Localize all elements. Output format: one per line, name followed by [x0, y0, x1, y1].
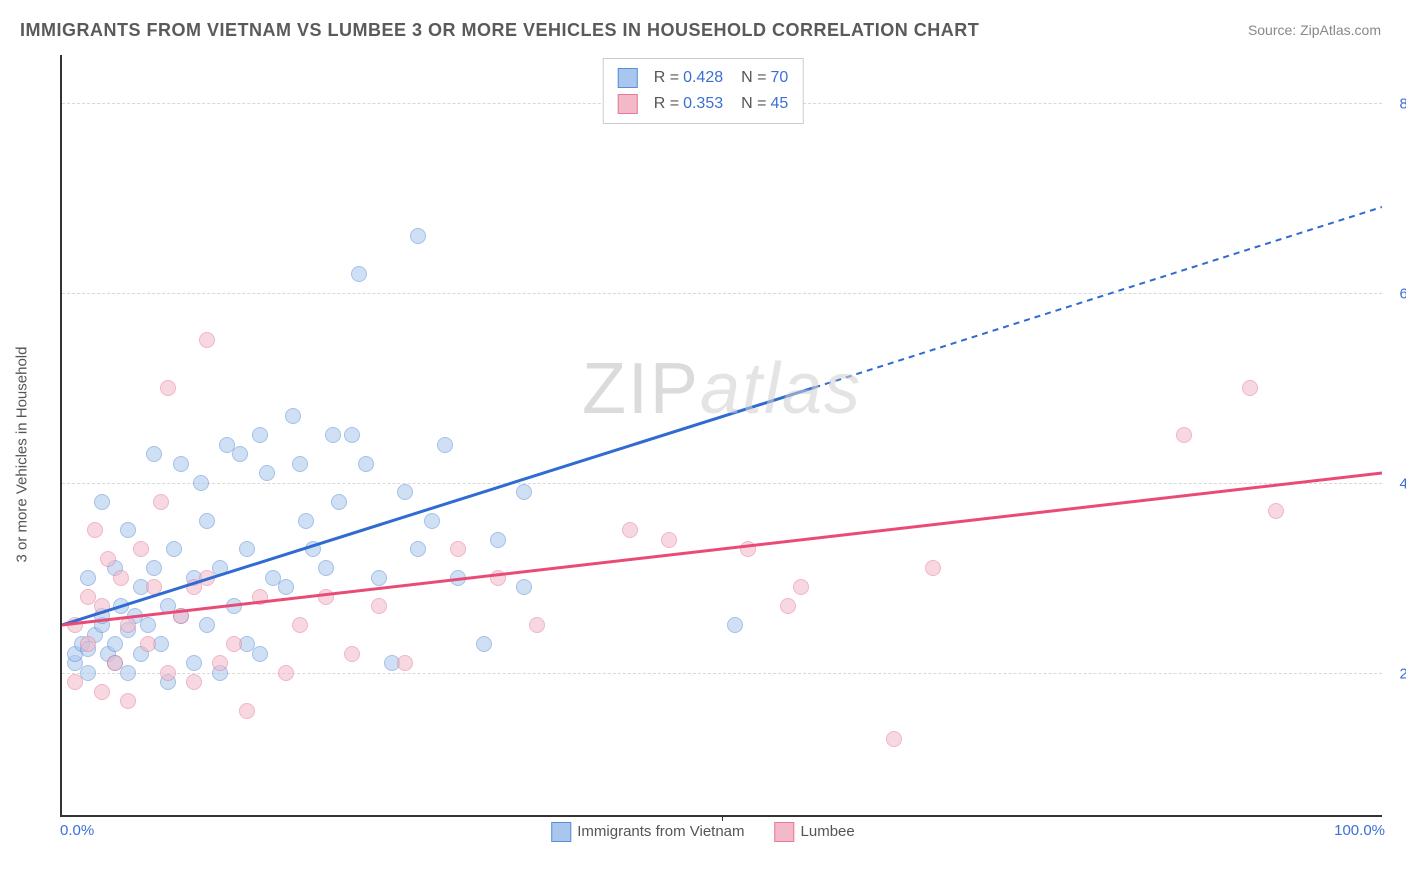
y-tick-label: 80.0%	[1399, 95, 1406, 112]
legend-label: Immigrants from Vietnam	[577, 823, 744, 840]
plot-area: 20.0%40.0%60.0%80.0% ZIPatlas	[60, 55, 1382, 817]
legend-swatch	[775, 822, 795, 842]
trend-lines	[62, 55, 1382, 815]
n-label: N =	[741, 69, 766, 86]
y-tick-label: 20.0%	[1399, 665, 1406, 682]
legend-stat-row: R =0.353 N =45	[618, 91, 789, 117]
y-axis-title: 3 or more Vehicles in Household	[14, 347, 31, 563]
legend-swatch	[618, 68, 638, 88]
n-value: 45	[770, 95, 788, 112]
r-label: R =	[654, 69, 679, 86]
y-tick-label: 40.0%	[1399, 475, 1406, 492]
n-label: N =	[741, 95, 766, 112]
r-label: R =	[654, 95, 679, 112]
legend-stats: R =0.428 N =70 R =0.353 N =45	[603, 58, 804, 124]
r-value: 0.428	[683, 69, 723, 86]
legend-bottom: Immigrants from Vietnam Lumbee	[551, 822, 855, 842]
x-min-label: 0.0%	[60, 822, 94, 839]
y-tick-label: 60.0%	[1399, 285, 1406, 302]
source-label: Source: ZipAtlas.com	[1248, 22, 1381, 38]
x-tick	[722, 815, 723, 821]
legend-swatch	[618, 94, 638, 114]
trend-line	[62, 473, 1382, 625]
trend-line	[62, 388, 814, 626]
legend-label: Lumbee	[801, 823, 855, 840]
r-value: 0.353	[683, 95, 723, 112]
legend-item: Immigrants from Vietnam	[551, 822, 744, 842]
trend-line-extrapolated	[814, 207, 1382, 388]
x-max-label: 100.0%	[1334, 822, 1385, 839]
chart-title: IMMIGRANTS FROM VIETNAM VS LUMBEE 3 OR M…	[20, 20, 979, 41]
legend-stat-row: R =0.428 N =70	[618, 65, 789, 91]
n-value: 70	[770, 69, 788, 86]
legend-swatch	[551, 822, 571, 842]
legend-item: Lumbee	[775, 822, 855, 842]
